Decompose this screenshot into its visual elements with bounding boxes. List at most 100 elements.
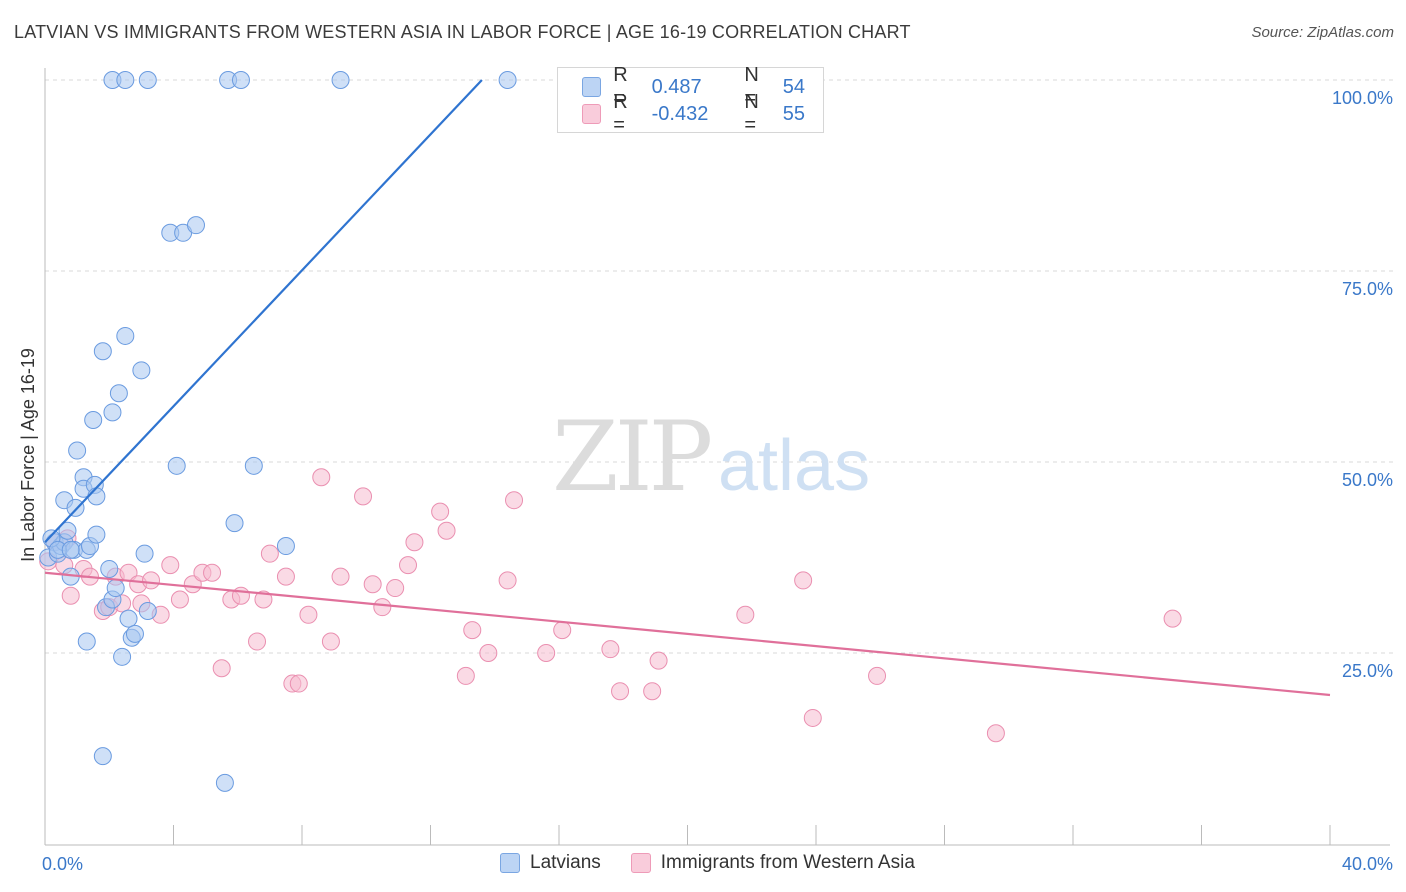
chart-title: LATVIAN VS IMMIGRANTS FROM WESTERN ASIA … [14, 22, 911, 42]
latvians-point [331, 71, 350, 89]
immigrants-point [868, 666, 887, 685]
legend-row-latvians: R = 0.487 N = 54 [582, 64, 823, 109]
immigrants-point [456, 666, 475, 685]
immigrants-point [601, 640, 620, 659]
latvians-swatch [582, 77, 602, 97]
immigrants-point [505, 491, 524, 510]
watermark-atlas: atlas [718, 426, 870, 506]
latvians-point [66, 498, 85, 517]
latvians-point [100, 559, 119, 578]
trend-lines [44, 79, 1331, 697]
legend-row-immigrants: R = -0.432 N = 55 [582, 91, 823, 136]
y-tick-label: 75.0% [1342, 279, 1393, 299]
immigrants-point [183, 575, 202, 594]
latvians-point [167, 456, 186, 475]
latvians-point [103, 403, 122, 422]
x-tick-label: 0.0% [42, 854, 83, 874]
n-label: N = [744, 64, 759, 109]
immigrants-point [399, 556, 418, 575]
legend-item-immigrants[interactable]: Immigrants from Western Asia [630, 852, 915, 874]
immigrants-point [289, 674, 308, 693]
latvians-point [138, 601, 157, 620]
immigrants-point [212, 659, 231, 678]
immigrants-point [299, 605, 318, 624]
latvians-point [93, 342, 112, 361]
r-label: R = [613, 91, 628, 136]
latvians-point [113, 647, 132, 666]
source-credit: Source: ZipAtlas.com [1251, 24, 1394, 41]
legend-label-latvians: Latvians [530, 852, 601, 873]
latvians-point [109, 384, 128, 403]
latvians-point [58, 521, 77, 540]
legend-item-latvians[interactable]: Latvians [500, 852, 601, 874]
axes-layer [44, 68, 1390, 846]
y-axis-label: In Labor Force | Age 16-19 [18, 348, 38, 562]
immigrants-point [611, 682, 630, 701]
latvians-point [116, 71, 135, 89]
immigrants-point [386, 579, 405, 598]
latvians-point [61, 540, 80, 559]
latvians-point [231, 71, 250, 89]
latvians-point [244, 456, 263, 475]
immigrants-point [321, 632, 340, 651]
immigrants-point [363, 575, 382, 594]
immigrants-point [254, 590, 273, 609]
latvians-point [215, 773, 234, 792]
latvians-point [84, 410, 103, 429]
n-value: 54 [782, 75, 805, 98]
immigrants-point [276, 567, 295, 586]
latvians-points [39, 71, 517, 792]
immigrants-legend-swatch [630, 853, 651, 873]
immigrants-point [498, 571, 517, 590]
r-value: 0.487 [651, 75, 702, 98]
latvians-point [135, 544, 154, 563]
latvians-point [125, 624, 144, 643]
immigrants-point [803, 708, 822, 727]
immigrants-point [537, 644, 556, 662]
n-label: N = [744, 91, 759, 136]
immigrants-point [986, 724, 1005, 743]
immigrants-point [61, 586, 80, 605]
y-tick-label: 25.0% [1342, 661, 1393, 681]
immigrants-point [354, 487, 373, 506]
immigrants-point [479, 644, 498, 662]
latvians-point [132, 361, 151, 380]
immigrants-point [437, 521, 456, 540]
immigrants-point [231, 586, 250, 605]
immigrants-point [463, 621, 482, 640]
x-tick-label: 40.0% [1342, 854, 1393, 874]
immigrants-point [736, 605, 755, 624]
immigrants-point [161, 556, 180, 575]
latvians-point [93, 747, 112, 766]
immigrants-point [405, 533, 424, 552]
latvians-point [276, 537, 295, 556]
immigrants-point [312, 468, 331, 487]
immigrants-point [331, 567, 350, 586]
n-value: 55 [782, 102, 805, 125]
latvians-point [138, 71, 157, 89]
latvians-point [225, 514, 244, 533]
watermark: ZIP atlas [552, 401, 870, 513]
immigrants-point [260, 544, 279, 563]
immigrants-swatch [582, 104, 602, 124]
tick-labels: 25.0% 50.0% 75.0% 100.0% 0.0% 40.0% [42, 88, 1393, 874]
latvians-point [87, 487, 106, 506]
latvians-point [87, 525, 106, 544]
r-value: -0.432 [651, 102, 709, 125]
immigrants-point [203, 563, 222, 582]
latvians-point [68, 441, 87, 460]
watermark-zip: ZIP [552, 401, 711, 513]
immigrants-point [649, 651, 668, 670]
series-legend: Latvians Immigrants from Western Asia [500, 852, 945, 874]
y-tick-label: 100.0% [1332, 88, 1393, 108]
latvians-point [498, 71, 517, 89]
latvians-point [77, 632, 96, 651]
correlation-legend: R = 0.487 N = 54 R = -0.432 N = 55 [557, 64, 824, 136]
immigrants-point [373, 598, 392, 617]
latvians-legend-swatch [500, 853, 520, 873]
immigrants-point [170, 590, 189, 609]
latvians-point [186, 216, 205, 235]
immigrants-point [643, 682, 662, 701]
immigrants-point [553, 621, 572, 640]
